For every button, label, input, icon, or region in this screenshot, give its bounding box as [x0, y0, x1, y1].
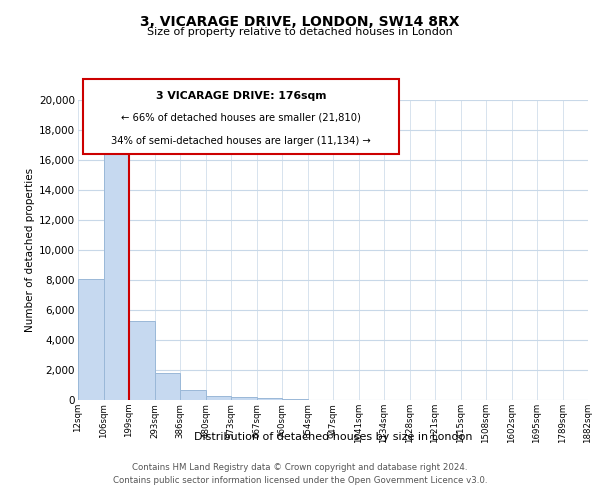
Bar [257, 398, 282, 400]
Y-axis label: Number of detached properties: Number of detached properties [25, 168, 35, 332]
Bar [104, 152, 129, 400]
Text: Contains public sector information licensed under the Open Government Licence v3: Contains public sector information licen… [113, 476, 487, 485]
Bar [282, 398, 308, 400]
Text: 3, VICARAGE DRIVE, LONDON, SW14 8RX: 3, VICARAGE DRIVE, LONDON, SW14 8RX [140, 15, 460, 29]
Bar [78, 278, 104, 400]
Text: Size of property relative to detached houses in London: Size of property relative to detached ho… [147, 27, 453, 37]
Text: ← 66% of detached houses are smaller (21,810): ← 66% of detached houses are smaller (21… [121, 113, 361, 123]
FancyBboxPatch shape [83, 79, 400, 154]
Bar [155, 372, 180, 400]
Bar [129, 320, 155, 400]
Text: 34% of semi-detached houses are larger (11,134) →: 34% of semi-detached houses are larger (… [112, 136, 371, 145]
Text: Distribution of detached houses by size in London: Distribution of detached houses by size … [194, 432, 472, 442]
Bar [206, 396, 231, 400]
Bar [180, 390, 206, 400]
Text: 3 VICARAGE DRIVE: 176sqm: 3 VICARAGE DRIVE: 176sqm [156, 90, 326, 101]
Text: Contains HM Land Registry data © Crown copyright and database right 2024.: Contains HM Land Registry data © Crown c… [132, 464, 468, 472]
Bar [231, 397, 257, 400]
